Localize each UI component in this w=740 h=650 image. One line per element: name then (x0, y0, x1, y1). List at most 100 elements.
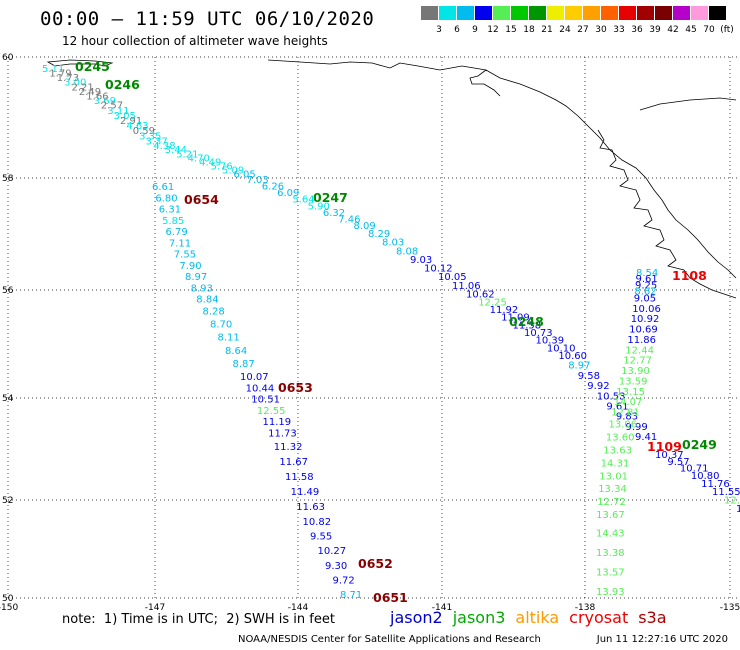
wave-height-value: 9.58 (578, 371, 600, 382)
satellite-legend-item: jason3 (452, 608, 506, 627)
longitude-label: -144 (288, 603, 309, 613)
wave-height-value: 2.21 (72, 82, 94, 93)
wave-height-value: 8.93 (191, 283, 213, 294)
longitude-label: -141 (432, 603, 452, 613)
wave-height-value: 11.58 (513, 320, 542, 331)
wave-height-value: 4.38 (153, 141, 175, 152)
pass-label: 0247 (313, 190, 348, 205)
wave-height-value: 13.06 (609, 419, 638, 430)
scale-label: 15 (505, 25, 517, 35)
wave-height-value: 13.93 (596, 587, 625, 598)
wave-height-value: 10.73 (524, 328, 553, 339)
scale-swatch (547, 6, 564, 20)
wave-height-value: 3.05 (114, 111, 136, 122)
wave-height-value: 6.05 (234, 170, 256, 181)
wave-height-value: 8.11 (218, 333, 240, 344)
scale-label: 70 (703, 25, 715, 35)
wave-height-value: 8.84 (196, 295, 218, 306)
scale-label: 21 (541, 25, 553, 35)
pass-label: 0246 (105, 77, 140, 92)
wave-height-value: 8.70 (210, 320, 232, 331)
wave-height-value: 9.72 (333, 575, 355, 586)
wave-height-value: 3.00 (64, 78, 86, 89)
wave-height-value: 3.35 (139, 131, 161, 142)
pass-label: 0248 (509, 314, 544, 329)
wave-height-value: 11.67 (279, 457, 308, 468)
wave-height-value: 11.86 (627, 335, 656, 346)
wave-height-value: 12. (724, 495, 740, 506)
wave-height-value: 11.76 (701, 479, 730, 490)
wave-height-value: 8.97 (185, 272, 207, 283)
wave-height-value: 8.97 (568, 361, 590, 372)
satellite-legend-item: altika (515, 608, 560, 627)
scale-label: 33 (613, 25, 625, 35)
scale-swatch (565, 6, 582, 20)
scale-label: (ft) (720, 25, 734, 35)
wave-height-value: 11.73 (268, 428, 297, 439)
wave-height-value: 10.07 (240, 372, 269, 383)
wave-height-value: 2.91 (120, 116, 142, 127)
wave-height-value: 11.19 (263, 417, 292, 428)
wave-height-value: 7.90 (179, 261, 201, 272)
scale-swatch (529, 6, 546, 20)
wave-height-value: 10.51 (251, 395, 280, 406)
wave-height-value: 9.57 (667, 457, 689, 468)
scale-label: 6 (454, 25, 460, 35)
scale-swatch (619, 6, 636, 20)
scale-swatch (457, 6, 474, 20)
pass-label: 0245 (75, 59, 110, 74)
scale-swatch (511, 6, 528, 20)
scale-swatch (475, 6, 492, 20)
pass-label: 1108 (672, 268, 707, 283)
satellite-legend: jason2 jason3 altika cryosat s3a (390, 608, 677, 627)
wave-height-value: 3.44 (165, 145, 187, 156)
wave-height-value: 13.38 (596, 548, 625, 559)
scale-swatch (709, 6, 726, 20)
wave-height-value: 11.32 (274, 442, 303, 453)
wave-height-value: 10.82 (303, 517, 332, 528)
longitude-label: -138 (575, 603, 596, 613)
latitude-label: 50 (2, 594, 14, 604)
scale-label: 45 (685, 25, 697, 35)
scale-swatch (673, 6, 690, 20)
wave-height-value: 13.90 (621, 366, 650, 377)
latitude-label: 56 (2, 286, 14, 296)
wave-height-value: 8.29 (368, 229, 390, 240)
map-title: 00:00 – 11:59 UTC 06/10/2020 (40, 8, 375, 30)
pass-label: 0249 (682, 437, 717, 452)
pass-label: 0651 (373, 590, 408, 605)
wave-height-value: 1.73 (57, 73, 79, 84)
wave-height-value: 11.06 (452, 281, 481, 292)
wave-height-value: 10.39 (536, 336, 565, 347)
alaska-coastline (46, 59, 737, 299)
wave-height-value: 0.59 (133, 126, 155, 137)
wave-height-value: 6.32 (323, 208, 345, 219)
wave-height-value: 10.10 (547, 343, 576, 354)
wave-height-value: 10. (736, 504, 740, 515)
wave-height-value: 11.49 (291, 487, 320, 498)
wave-height-value: 10.92 (631, 314, 660, 325)
wave-height-value: 12.77 (623, 356, 652, 367)
scale-label: 27 (577, 25, 589, 35)
satellite-legend-item: jason2 (390, 608, 443, 627)
wave-height-value: 9.05 (634, 294, 656, 305)
wave-height-value: 10.62 (466, 290, 495, 301)
wave-height-value: 14.31 (601, 458, 630, 469)
latitude-label: 54 (2, 394, 14, 404)
wave-height-value: 5.09 (222, 166, 244, 177)
wave-height-value: 14.07 (614, 397, 643, 408)
scale-swatch (601, 6, 618, 20)
wave-height-value: 6.09 (277, 188, 299, 199)
scale-label: 9 (472, 25, 478, 35)
scale-swatch (493, 6, 510, 20)
wave-height-value: 3.37 (146, 136, 168, 147)
wave-height-value: 10.27 (318, 546, 347, 557)
wave-height-value: 9.61 (606, 402, 628, 413)
longitude-label: -147 (145, 603, 165, 613)
wave-height-value: 9.92 (587, 381, 609, 392)
scale-label: 42 (667, 25, 679, 35)
wave-height-value: 6.26 (262, 182, 284, 193)
wave-height-value: 5.64 (292, 195, 314, 206)
wave-height-value: 10.60 (558, 351, 587, 362)
wave-height-value: 4.70 (188, 153, 210, 164)
